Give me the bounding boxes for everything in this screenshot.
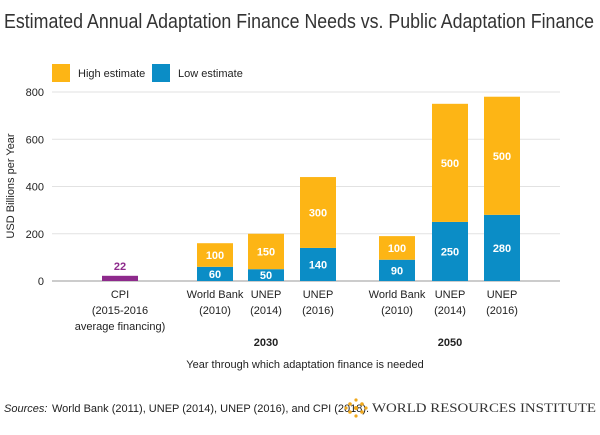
value-label: 50	[260, 270, 272, 282]
bar-segment	[379, 259, 415, 281]
bar-segment	[484, 96, 520, 215]
x-tick-label: World Bank	[369, 289, 426, 301]
value-label: 90	[391, 265, 403, 277]
y-axis-label: USD Billions per Year	[5, 133, 17, 239]
bar-segment	[432, 221, 468, 281]
x-axis-label: Year through which adaptation finance is…	[186, 359, 424, 371]
value-label: 22	[114, 261, 126, 273]
x-tick-label: World Bank	[187, 289, 244, 301]
value-label: 250	[441, 246, 459, 258]
x-tick-label: (2016)	[486, 305, 518, 317]
value-label: 300	[309, 207, 327, 219]
x-tick-label: (2016)	[302, 305, 334, 317]
x-tick-label: (2015-2016	[92, 305, 148, 317]
bar-segment	[432, 103, 468, 222]
group-label: 2030	[254, 337, 278, 349]
bar-segment	[248, 269, 284, 281]
bar	[102, 275, 138, 281]
x-tick-label: UNEP	[487, 289, 518, 301]
y-tick-label: 800	[26, 87, 44, 99]
x-tick-label: CPI	[111, 289, 129, 301]
bar-segment	[197, 243, 233, 267]
bar-segment	[300, 177, 336, 248]
chart-title: Estimated Annual Adaptation Finance Need…	[4, 11, 594, 33]
y-tick-label: 200	[26, 229, 44, 241]
value-label: 60	[209, 269, 221, 281]
y-tick-label: 600	[26, 134, 44, 146]
y-tick-label: 400	[26, 182, 44, 194]
x-tick-label: UNEP	[435, 289, 466, 301]
bar-segment	[300, 247, 336, 281]
source: World Bank (2011), UNEP (2014), UNEP (20…	[52, 403, 369, 415]
bar-segment	[379, 236, 415, 260]
x-tick-label: (2014)	[434, 305, 466, 317]
x-tick-label: (2010)	[199, 305, 231, 317]
value-label: 500	[493, 151, 511, 163]
legend-label: High estimate	[78, 68, 145, 80]
legend-swatch	[52, 64, 70, 82]
value-label: 100	[388, 243, 406, 255]
value-label: 500	[441, 158, 459, 170]
source-label: Sources:	[4, 403, 47, 415]
logo-text: WORLD RESOURCES INSTITUTE	[372, 400, 596, 415]
legend-label: Low estimate	[178, 68, 243, 80]
value-label: 150	[257, 246, 275, 258]
value-label: 140	[309, 259, 327, 271]
x-tick-label: UNEP	[303, 289, 334, 301]
legend-swatch	[152, 64, 170, 82]
bar-segment	[484, 214, 520, 281]
x-tick-label: average financing)	[75, 321, 166, 333]
logo	[344, 398, 368, 418]
x-tick-label: UNEP	[251, 289, 282, 301]
value-label: 280	[493, 243, 511, 255]
y-tick-label: 0	[38, 276, 44, 288]
value-label: 100	[206, 250, 224, 262]
bar-segment	[248, 233, 284, 270]
x-tick-label: (2014)	[250, 305, 282, 317]
group-label: 2050	[438, 337, 462, 349]
bar-segment	[197, 266, 233, 281]
x-tick-label: (2010)	[381, 305, 413, 317]
